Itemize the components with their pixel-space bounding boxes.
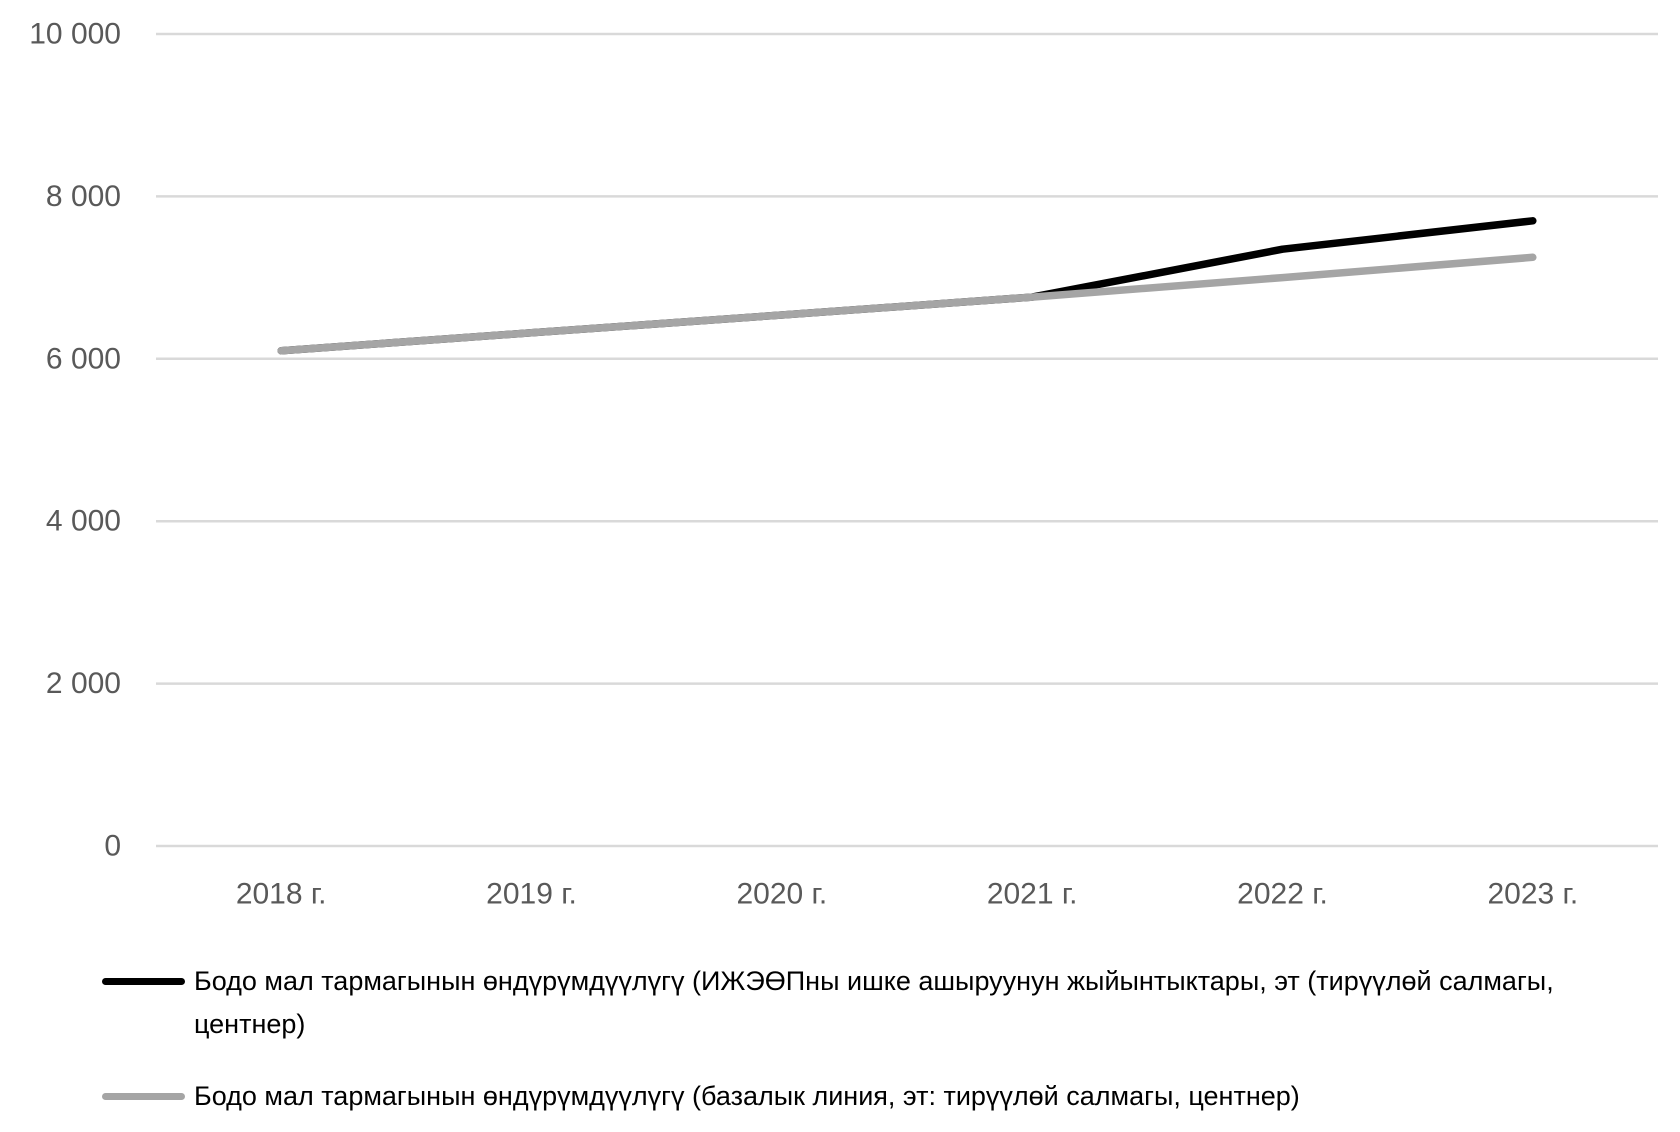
y-tick-label: 0 bbox=[104, 830, 121, 863]
y-tick-label: 2 000 bbox=[46, 667, 121, 700]
y-tick-label: 8 000 bbox=[46, 180, 121, 213]
line-chart: 0 2 000 4 000 6 000 8 000 10 000 2018 г. 2019 … bbox=[29, 18, 1658, 911]
series-line-baseline bbox=[277, 253, 1537, 355]
x-tick-label: 2019 г. bbox=[486, 878, 577, 911]
x-tick-label: 2022 г. bbox=[1237, 878, 1328, 911]
legend-swatch-actual bbox=[102, 978, 185, 985]
series-lines bbox=[277, 217, 1537, 355]
series-line-actual bbox=[277, 217, 1537, 355]
legend-label-actual: Бодо мал тармагынын өндүрүмдүүлүгү (ИЖЭӨ… bbox=[194, 966, 1554, 1039]
y-tick-label: 4 000 bbox=[46, 505, 121, 538]
x-axis-tick-labels: 2018 г. 2019 г. 2020 г. 2021 г. 2022 г. 2023 … bbox=[236, 878, 1578, 911]
y-axis-tick-labels: 0 2 000 4 000 6 000 8 000 10 000 bbox=[29, 18, 121, 863]
y-tick-label: 10 000 bbox=[29, 18, 121, 51]
y-tick-label: 6 000 bbox=[46, 342, 121, 375]
x-tick-label: 2021 г. bbox=[987, 878, 1078, 911]
x-tick-label: 2018 г. bbox=[236, 878, 327, 911]
legend-swatch-baseline bbox=[102, 1093, 185, 1100]
gridlines bbox=[156, 32, 1658, 848]
legend-label-baseline: Бодо мал тармагынын өндүрүмдүүлүгү (база… bbox=[194, 1081, 1300, 1111]
x-tick-label: 2020 г. bbox=[736, 878, 827, 911]
x-tick-label: 2023 г. bbox=[1487, 878, 1578, 911]
